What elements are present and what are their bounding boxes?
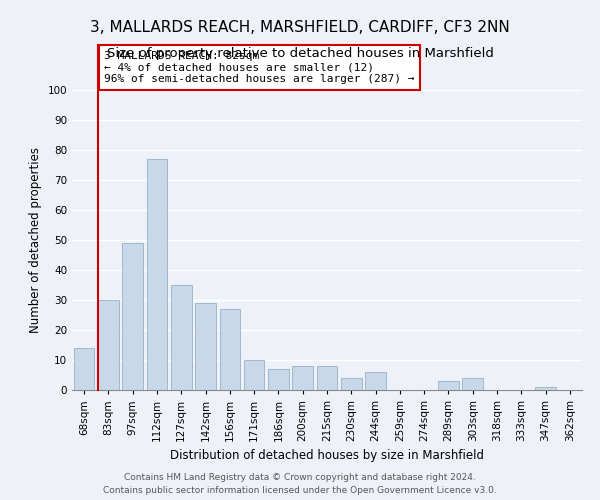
Bar (341, 378, 362, 390)
Bar (463, 378, 483, 390)
Bar (292, 366, 313, 390)
Bar (122, 243, 143, 390)
X-axis label: Distribution of detached houses by size in Marshfield: Distribution of detached houses by size … (170, 450, 484, 462)
Bar (195, 303, 216, 390)
Bar (244, 360, 265, 390)
Bar (365, 372, 386, 390)
Text: 3, MALLARDS REACH, MARSHFIELD, CARDIFF, CF3 2NN: 3, MALLARDS REACH, MARSHFIELD, CARDIFF, … (90, 20, 510, 35)
Y-axis label: Number of detached properties: Number of detached properties (29, 147, 42, 333)
Bar (220, 309, 240, 390)
Bar (146, 159, 167, 390)
Text: Size of property relative to detached houses in Marshfield: Size of property relative to detached ho… (107, 48, 493, 60)
Bar (317, 366, 337, 390)
Bar (98, 300, 119, 390)
Bar (535, 387, 556, 390)
Bar (438, 381, 459, 390)
Bar (74, 348, 94, 390)
Bar (268, 369, 289, 390)
Text: Contains HM Land Registry data © Crown copyright and database right 2024.
Contai: Contains HM Land Registry data © Crown c… (103, 474, 497, 495)
Text: 3 MALLARDS REACH: 82sqm
← 4% of detached houses are smaller (12)
96% of semi-det: 3 MALLARDS REACH: 82sqm ← 4% of detached… (104, 51, 415, 84)
Bar (171, 285, 191, 390)
